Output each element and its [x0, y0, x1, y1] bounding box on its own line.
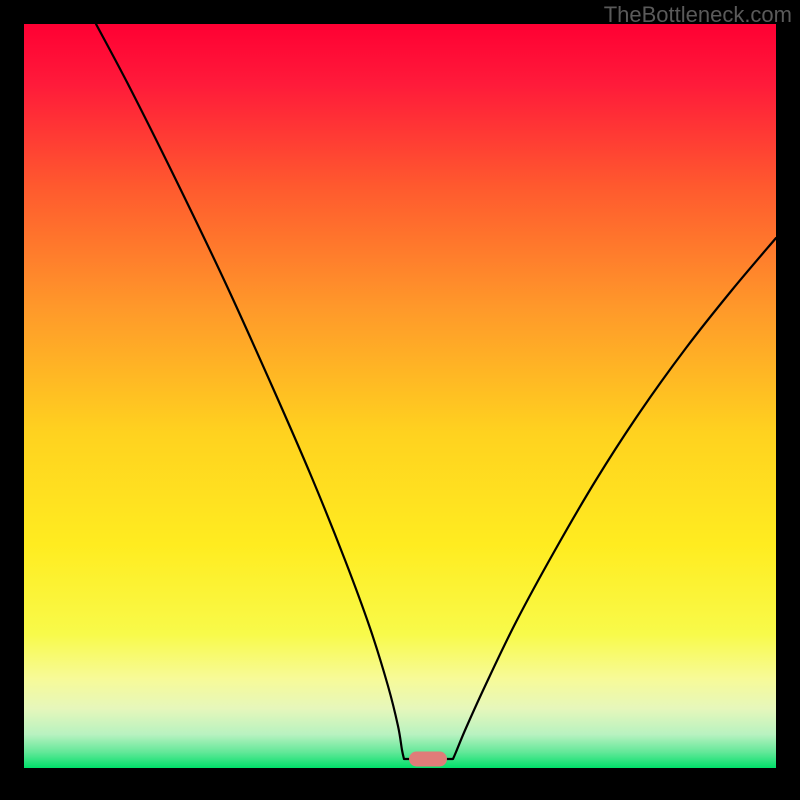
- optimal-marker: [409, 752, 447, 767]
- bottleneck-chart: [0, 0, 800, 800]
- gradient-background: [24, 24, 776, 768]
- watermark-text: TheBottleneck.com: [604, 2, 792, 28]
- plot-area: [24, 24, 776, 768]
